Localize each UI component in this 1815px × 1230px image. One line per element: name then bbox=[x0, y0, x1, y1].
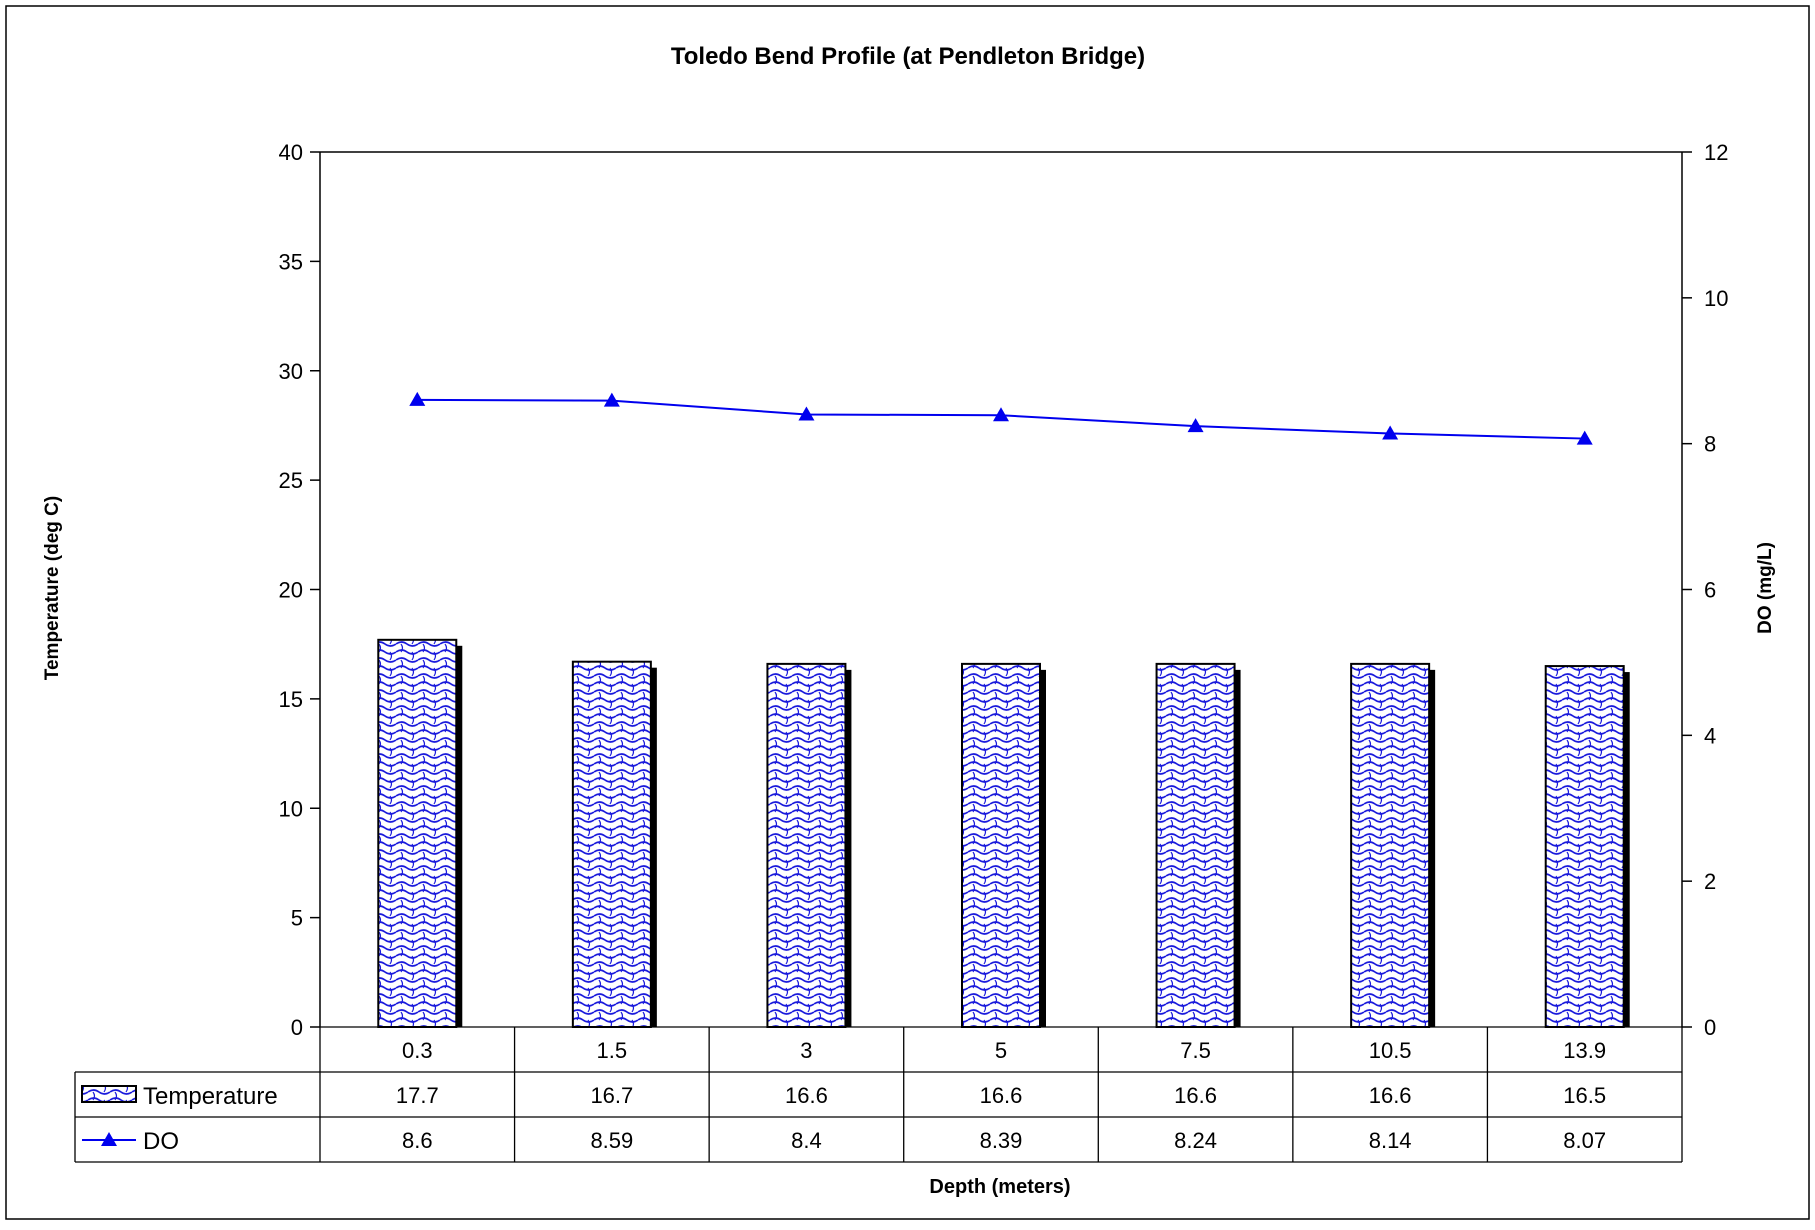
category-label: 0.3 bbox=[402, 1038, 433, 1063]
temperature-legend-label: Temperature bbox=[143, 1083, 278, 1110]
y2-axis-label: DO (mg/L) bbox=[1755, 542, 1776, 634]
chart-title: Toledo Bend Profile (at Pendleton Bridge… bbox=[671, 43, 1145, 70]
left-tick-label: 25 bbox=[279, 468, 303, 493]
y-axis-label: Temperature (deg C) bbox=[42, 496, 63, 680]
do-legend-label: DO bbox=[143, 1128, 179, 1155]
x-axis-label: Depth (meters) bbox=[929, 1176, 1070, 1198]
do-value-label: 8.39 bbox=[980, 1128, 1023, 1153]
data-table: 0.3 1.5 3 5 7.5 10.5 13.9 Temperature 17.7 16.7 16… bbox=[74, 1026, 1683, 1163]
left-tick-label: 20 bbox=[279, 578, 303, 603]
category-label: 13.9 bbox=[1563, 1038, 1606, 1063]
temperature-value-label: 16.6 bbox=[1174, 1083, 1217, 1108]
do-value-label: 8.6 bbox=[402, 1128, 433, 1153]
left-tick-label: 15 bbox=[279, 687, 303, 712]
temperature-bar bbox=[961, 662, 1041, 1028]
do-marker bbox=[1382, 425, 1399, 440]
temperature-value-label: 16.5 bbox=[1563, 1083, 1606, 1108]
category-label: 3 bbox=[800, 1038, 812, 1063]
category-label: 10.5 bbox=[1369, 1038, 1412, 1063]
do-marker bbox=[1576, 430, 1593, 445]
temperature-bar bbox=[377, 638, 458, 1028]
do-line-series bbox=[409, 391, 1593, 445]
left-tick-label: 35 bbox=[279, 249, 303, 274]
right-tick-label: 0 bbox=[1704, 1015, 1716, 1040]
temperature-value-label: 17.7 bbox=[396, 1083, 439, 1108]
temperature-value-label: 16.6 bbox=[980, 1083, 1023, 1108]
do-marker bbox=[603, 392, 620, 407]
left-y-axis: 0 5 10 15 20 25 30 35 40 bbox=[279, 140, 1682, 1040]
do-marker bbox=[798, 406, 815, 421]
temperature-value-label: 16.7 bbox=[590, 1083, 633, 1108]
right-tick-label: 4 bbox=[1704, 723, 1716, 748]
do-value-label: 8.59 bbox=[590, 1128, 633, 1153]
category-label: 7.5 bbox=[1180, 1038, 1211, 1063]
do-legend-marker bbox=[101, 1132, 117, 1146]
left-tick-label: 0 bbox=[291, 1015, 303, 1040]
do-marker bbox=[993, 407, 1009, 422]
do-value-label: 8.14 bbox=[1369, 1128, 1412, 1153]
temperature-bar bbox=[571, 660, 652, 1028]
do-value-label: 8.07 bbox=[1563, 1128, 1606, 1153]
right-tick-label: 12 bbox=[1704, 140, 1728, 165]
left-tick-label: 30 bbox=[279, 359, 303, 384]
left-tick-label: 5 bbox=[291, 906, 303, 931]
right-tick-label: 6 bbox=[1704, 578, 1716, 603]
temperature-bar bbox=[1155, 662, 1236, 1028]
left-tick-label: 10 bbox=[279, 796, 303, 821]
category-label: 5 bbox=[995, 1038, 1007, 1063]
temperature-legend-swatch bbox=[81, 1085, 137, 1103]
left-tick-label: 40 bbox=[279, 140, 303, 165]
right-tick-label: 8 bbox=[1704, 432, 1716, 457]
chart-frame bbox=[5, 5, 1810, 1220]
temperature-value-label: 16.6 bbox=[785, 1083, 828, 1108]
right-y-axis: 0 2 4 6 8 10 12 bbox=[1681, 140, 1728, 1040]
temperature-value-label: 16.6 bbox=[1369, 1083, 1412, 1108]
temperature-bars bbox=[377, 638, 1630, 1028]
do-value-label: 8.4 bbox=[791, 1128, 822, 1153]
temperature-bar bbox=[1544, 665, 1625, 1028]
right-tick-label: 2 bbox=[1704, 869, 1716, 894]
temperature-bar bbox=[766, 662, 847, 1028]
right-tick-label: 10 bbox=[1704, 286, 1728, 311]
do-marker bbox=[1187, 418, 1204, 433]
temperature-bar bbox=[1350, 662, 1431, 1028]
do-marker bbox=[409, 391, 426, 406]
category-label: 1.5 bbox=[597, 1038, 628, 1063]
do-value-label: 8.24 bbox=[1174, 1128, 1217, 1153]
